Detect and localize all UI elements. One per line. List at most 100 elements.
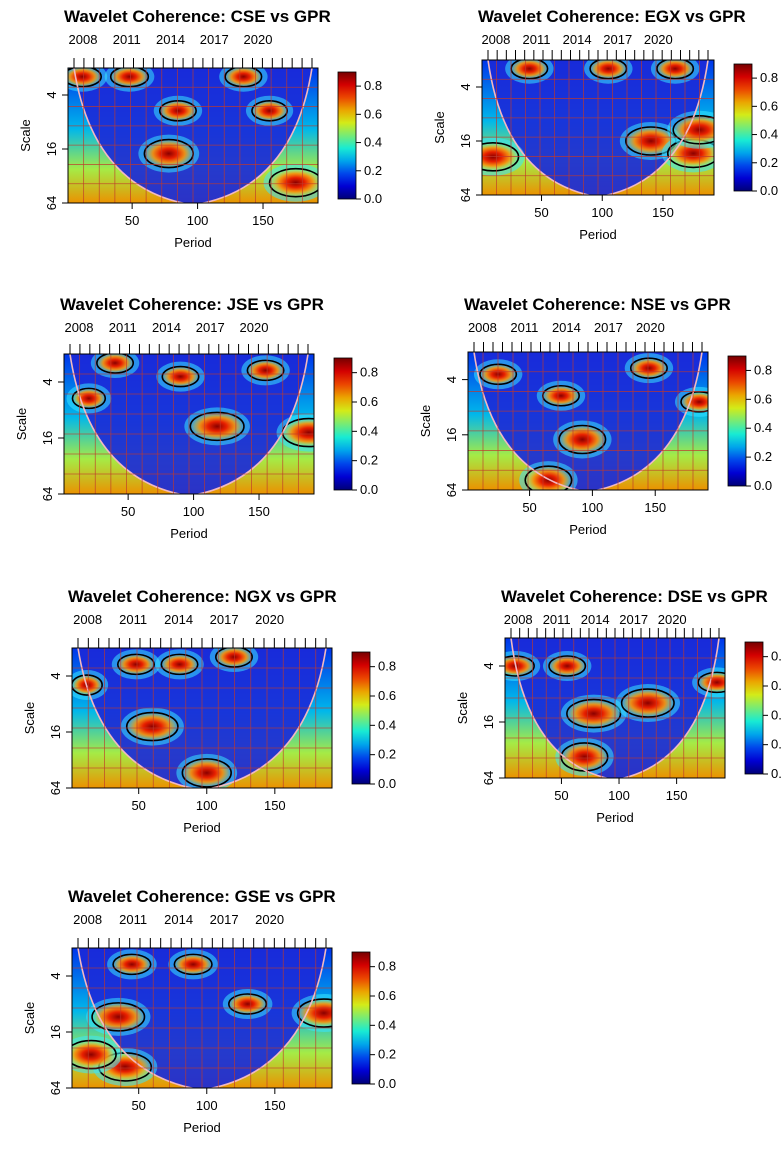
- colorbar-tick-label: 0.2: [378, 747, 396, 762]
- chart-title: Wavelet Coherence: EGX vs GPR: [478, 7, 746, 26]
- y-tick-label: 64: [444, 483, 459, 497]
- chart-svg-jse: Wavelet Coherence: JSE vs GPR 2008 2011 201…: [14, 295, 378, 541]
- coherence-region: [173, 953, 213, 976]
- coherence-region: [112, 953, 152, 976]
- x-axis-label: Period: [579, 227, 617, 242]
- chart-panel-cse: Wavelet Coherence: CSE vs GPR 2008 2011 201…: [10, 0, 390, 270]
- colorbar-tick-label: 0.2: [771, 737, 782, 752]
- top-tick-label: 2020: [240, 320, 269, 335]
- chart-panel-ngx: Wavelet Coherence: NGX vs GPR 2008 2011 201…: [6, 580, 401, 855]
- coherence-region: [620, 688, 675, 718]
- chart-panel-dse: Wavelet Coherence: DSE vs GPR 2008 2011 201…: [445, 580, 782, 855]
- coherence-region: [510, 60, 549, 80]
- top-tick-label: 2020: [644, 32, 673, 47]
- colorbar-tick-label: 0.4: [760, 127, 778, 142]
- chart-panel-nse: Wavelet Coherence: NSE vs GPR 2008 2011 201…: [418, 288, 777, 563]
- coherence-region: [189, 411, 245, 442]
- colorbar-tick-label: 0.0: [754, 478, 772, 493]
- coherence-region: [656, 60, 695, 80]
- y-tick-label: 4: [458, 83, 473, 90]
- colorbar-tick-label: 0.8: [378, 659, 396, 674]
- colorbar-tick-label: 0.6: [760, 98, 778, 113]
- top-tick-label: 2008: [73, 912, 102, 927]
- colorbar-tick-label: 0.8: [364, 78, 382, 93]
- y-tick-label: 64: [458, 188, 473, 202]
- x-tick-label: 50: [554, 788, 568, 803]
- y-axis-label: Scale: [18, 119, 33, 152]
- y-axis-label: Scale: [455, 692, 470, 725]
- top-tick-label: 2008: [65, 320, 94, 335]
- top-tick-label: 2017: [210, 612, 239, 627]
- chart-panel-jse: Wavelet Coherence: JSE vs GPR 2008 2011 201…: [6, 288, 386, 563]
- colorbar: [337, 71, 357, 200]
- colorbar-tick-label: 0.2: [378, 1047, 396, 1062]
- y-axis-label: Scale: [22, 702, 37, 735]
- top-tick-label: 2020: [636, 320, 665, 335]
- colorbar-tick-label: 0.6: [364, 106, 382, 121]
- coherence-region: [560, 742, 609, 772]
- x-tick-label: 150: [644, 500, 666, 515]
- coherence-region: [629, 357, 668, 379]
- coherence-region: [548, 655, 587, 677]
- x-tick-label: 50: [522, 500, 536, 515]
- y-tick-label: 16: [458, 134, 473, 148]
- coherence-region: [116, 653, 155, 676]
- chart-title: Wavelet Coherence: GSE vs GPR: [68, 887, 336, 906]
- x-tick-label: 150: [248, 504, 270, 519]
- x-tick-label: 150: [264, 1098, 286, 1113]
- x-axis-label: Period: [174, 235, 212, 250]
- x-axis-label: Period: [170, 526, 208, 541]
- coherence-region: [680, 391, 708, 413]
- y-tick-label: 4: [48, 972, 63, 979]
- top-tick-label: 2008: [481, 32, 510, 47]
- chart-svg-ngx: Wavelet Coherence: NGX vs GPR 2008 2011 201…: [22, 587, 396, 835]
- colorbar: [733, 63, 753, 192]
- y-tick-label: 64: [44, 196, 59, 210]
- top-tick-label: 2008: [73, 612, 102, 627]
- colorbar-tick-label: 0.2: [364, 163, 382, 178]
- colorbar-tick-label: 0.8: [378, 959, 396, 974]
- top-tick-label: 2014: [164, 612, 193, 627]
- x-tick-label: 100: [187, 213, 209, 228]
- top-tick-label: 2008: [69, 32, 98, 47]
- x-axis-label: Period: [183, 1120, 221, 1135]
- top-tick-label: 2008: [504, 612, 533, 627]
- top-tick-label: 2014: [563, 32, 592, 47]
- coherence-region: [281, 417, 314, 448]
- x-axis-label: Period: [569, 522, 607, 537]
- coherence-region: [296, 998, 332, 1028]
- chart-title: Wavelet Coherence: DSE vs GPR: [501, 587, 768, 606]
- x-tick-label: 150: [264, 798, 286, 813]
- x-tick-label: 50: [534, 205, 548, 220]
- chart-title: Wavelet Coherence: JSE vs GPR: [60, 295, 324, 314]
- coherence-region: [589, 60, 628, 80]
- colorbar-tick-label: 0.8: [771, 649, 782, 664]
- colorbar-tick-label: 0.6: [360, 394, 378, 409]
- x-axis-label: Period: [183, 820, 221, 835]
- x-axis-label: Period: [596, 810, 634, 825]
- top-tick-label: 2011: [523, 32, 551, 47]
- chart-panel-egx: Wavelet Coherence: EGX vs GPR 2008 2011 201…: [418, 0, 778, 270]
- y-axis-label: Scale: [14, 408, 29, 441]
- colorbar: [333, 357, 353, 491]
- chart-svg-nse: Wavelet Coherence: NSE vs GPR 2008 2011 201…: [418, 295, 772, 537]
- y-tick-label: 16: [48, 1025, 63, 1039]
- chart-svg-cse: Wavelet Coherence: CSE vs GPR 2008 2011 201…: [18, 7, 382, 250]
- colorbar-tick-label: 0.0: [378, 776, 396, 791]
- top-tick-label: 2014: [156, 32, 185, 47]
- top-tick-label: 2017: [603, 32, 632, 47]
- colorbar-tick-label: 0.6: [378, 988, 396, 1003]
- top-tick-label: 2011: [119, 612, 147, 627]
- chart-title: Wavelet Coherence: NSE vs GPR: [464, 295, 731, 314]
- colorbar-tick-label: 0.8: [754, 362, 772, 377]
- colorbar: [351, 651, 371, 785]
- y-axis-label: Scale: [22, 1002, 37, 1035]
- colorbar-tick-label: 0.0: [771, 766, 782, 781]
- colorbar-tick-label: 0.4: [378, 1017, 396, 1032]
- colorbar-tick-label: 0.4: [771, 707, 782, 722]
- coherence-region: [246, 359, 285, 382]
- x-tick-label: 50: [125, 213, 139, 228]
- coherence-region: [158, 99, 197, 122]
- chart-title: Wavelet Coherence: CSE vs GPR: [64, 7, 331, 26]
- coherence-region: [224, 68, 263, 88]
